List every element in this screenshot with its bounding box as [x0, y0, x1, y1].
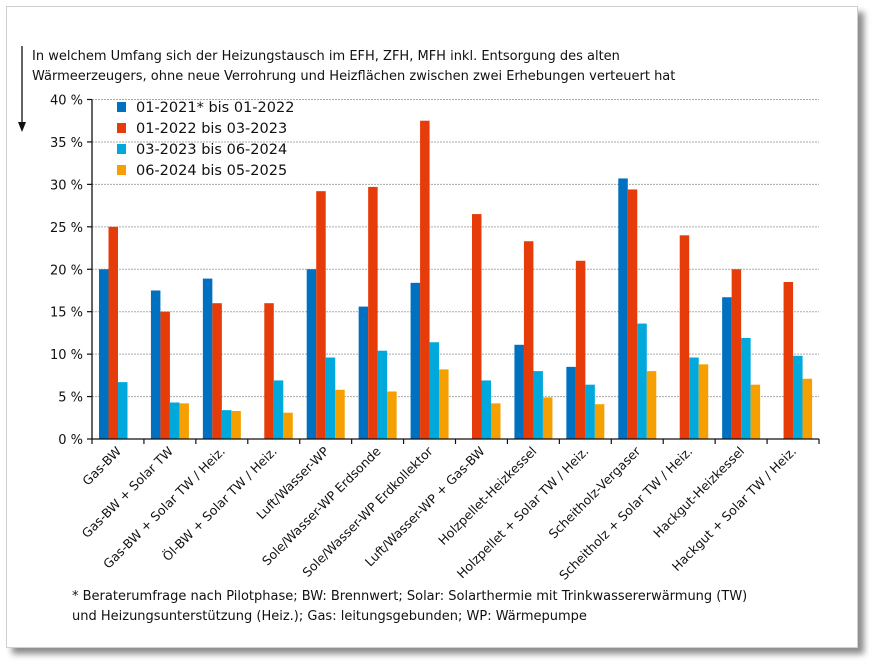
bar	[575, 260, 586, 439]
bar	[150, 290, 161, 439]
chart-title-line-2: Wärmeerzeugers, ohne neue Verrohrung und…	[32, 69, 675, 84]
y-tick-label: 40 %	[50, 94, 83, 109]
bar	[108, 226, 118, 439]
bar	[783, 281, 794, 439]
bar	[410, 282, 421, 439]
bar	[179, 403, 189, 439]
y-tick-label: 0 %	[58, 433, 83, 448]
bar	[283, 412, 293, 439]
bar	[618, 178, 628, 439]
bar	[566, 366, 576, 439]
legend-label: 06-2024 bis 05-2025	[136, 163, 287, 179]
bar	[160, 311, 170, 439]
x-tick-label: Holzpellet-Heizkessel	[435, 444, 539, 548]
bar	[491, 403, 501, 439]
bar	[731, 269, 742, 439]
bar	[169, 402, 180, 439]
bar	[472, 214, 482, 439]
bar	[802, 378, 813, 439]
x-tick-label: Hackgut-Heizkessel	[650, 444, 747, 541]
bar	[637, 323, 647, 439]
bar	[594, 404, 605, 439]
bar	[316, 191, 326, 439]
bar	[533, 371, 543, 439]
bar	[429, 342, 440, 439]
bar	[627, 189, 638, 439]
bar	[646, 371, 657, 439]
x-tick-label: Scheitholz-Vergaser	[546, 443, 644, 541]
bar	[689, 357, 699, 439]
bar	[523, 241, 534, 439]
y-tick-label: 30 %	[50, 178, 83, 193]
bar	[793, 355, 803, 439]
bar	[420, 120, 430, 439]
chart-frame	[6, 6, 858, 648]
bar	[585, 384, 595, 439]
bar	[99, 269, 109, 439]
x-tick-label: Gas-BW + Solar TW	[79, 444, 176, 541]
bar	[202, 278, 213, 439]
y-tick-label: 20 %	[50, 263, 83, 278]
legend-swatch	[117, 165, 126, 175]
bar	[722, 297, 732, 439]
x-tick-label: Gas-BW	[79, 444, 124, 489]
bar	[335, 389, 345, 439]
y-tick-label: 25 %	[50, 221, 83, 236]
bar	[358, 306, 369, 439]
bar	[750, 384, 761, 439]
y-tick-label: 15 %	[50, 306, 83, 321]
bar	[325, 357, 336, 439]
bar	[118, 382, 128, 439]
bar	[264, 303, 274, 439]
legend-swatch	[117, 144, 126, 154]
bar	[679, 235, 690, 439]
bar	[306, 269, 317, 439]
bar	[377, 350, 388, 439]
chart-title-line-1: In welchem Umfang sich der Heizungstausc…	[32, 49, 620, 64]
bar	[387, 391, 397, 439]
bar	[481, 380, 491, 439]
bar	[231, 410, 241, 439]
legend-swatch	[117, 123, 126, 133]
bar	[514, 344, 524, 439]
bar	[542, 397, 553, 439]
legend-label: 01-2021* bis 01-2022	[136, 100, 294, 116]
bar	[273, 380, 284, 439]
bar	[212, 303, 222, 439]
down-arrow-icon	[18, 46, 26, 132]
bar	[368, 186, 378, 439]
y-tick-label: 5 %	[58, 391, 83, 406]
bar	[741, 337, 751, 439]
footnote-line-2: und Heizungsunterstützung (Heiz.); Gas: …	[72, 609, 587, 624]
legend-label: 01-2022 bis 03-2023	[136, 121, 287, 137]
bar	[221, 410, 232, 439]
bar	[698, 364, 709, 439]
y-tick-label: 10 %	[50, 348, 83, 363]
legend-swatch	[117, 102, 126, 112]
footnote-line-1: * Beraterumfrage nach Pilotphase; BW: Br…	[72, 589, 747, 604]
legend-label: 03-2023 bis 06-2024	[136, 142, 287, 158]
bar	[439, 369, 449, 439]
y-tick-label: 35 %	[50, 136, 83, 151]
